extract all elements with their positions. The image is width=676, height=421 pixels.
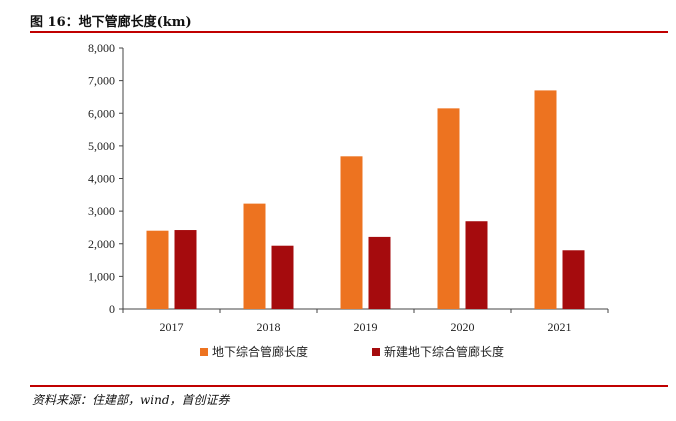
y-tick-label: 5,000 (88, 139, 115, 153)
y-tick-label: 1,000 (88, 269, 115, 283)
y-tick-label: 8,000 (88, 41, 115, 55)
legend-label: 地下综合管廊长度 (212, 344, 308, 359)
figure-title: 图 16：地下管廊长度(km) (30, 15, 192, 30)
footer-rule (30, 385, 668, 387)
x-tick-label: 2019 (354, 320, 378, 334)
bar-new-2021 (562, 250, 585, 309)
y-tick-label: 4,000 (88, 172, 115, 186)
y-tick-label: 0 (109, 302, 115, 316)
y-tick-label: 6,000 (88, 106, 115, 120)
x-tick-label: 2017 (160, 320, 184, 334)
bar-total-2019 (340, 156, 363, 309)
y-tick-label: 2,000 (88, 237, 115, 251)
y-tick-label: 3,000 (88, 204, 115, 218)
bar-total-2021 (534, 90, 557, 309)
x-tick-label: 2020 (451, 320, 475, 334)
x-tick-label: 2018 (257, 320, 281, 334)
bar-total-2017 (146, 230, 169, 309)
bar-new-2017 (174, 230, 197, 309)
source-note: 资料来源：住建部，wind，首创证券 (32, 393, 230, 407)
legend-swatch (372, 348, 380, 356)
bar-new-2019 (368, 236, 391, 309)
header-rule (30, 31, 668, 33)
bar-new-2018 (271, 245, 294, 309)
y-tick-label: 7,000 (88, 74, 115, 88)
bar-new-2020 (465, 221, 488, 309)
chart-bars (146, 90, 585, 309)
x-tick-label: 2021 (548, 320, 572, 334)
bar-total-2020 (437, 108, 460, 309)
chart-legend: 地下综合管廊长度 新建地下综合管廊长度 (200, 344, 504, 359)
legend-swatch (200, 348, 208, 356)
legend-label: 新建地下综合管廊长度 (384, 344, 504, 359)
chart-axes: 0 1,000 2,000 3,000 4,000 5,000 6,000 7,000 8,00… (88, 41, 609, 334)
bar-total-2018 (243, 203, 266, 309)
